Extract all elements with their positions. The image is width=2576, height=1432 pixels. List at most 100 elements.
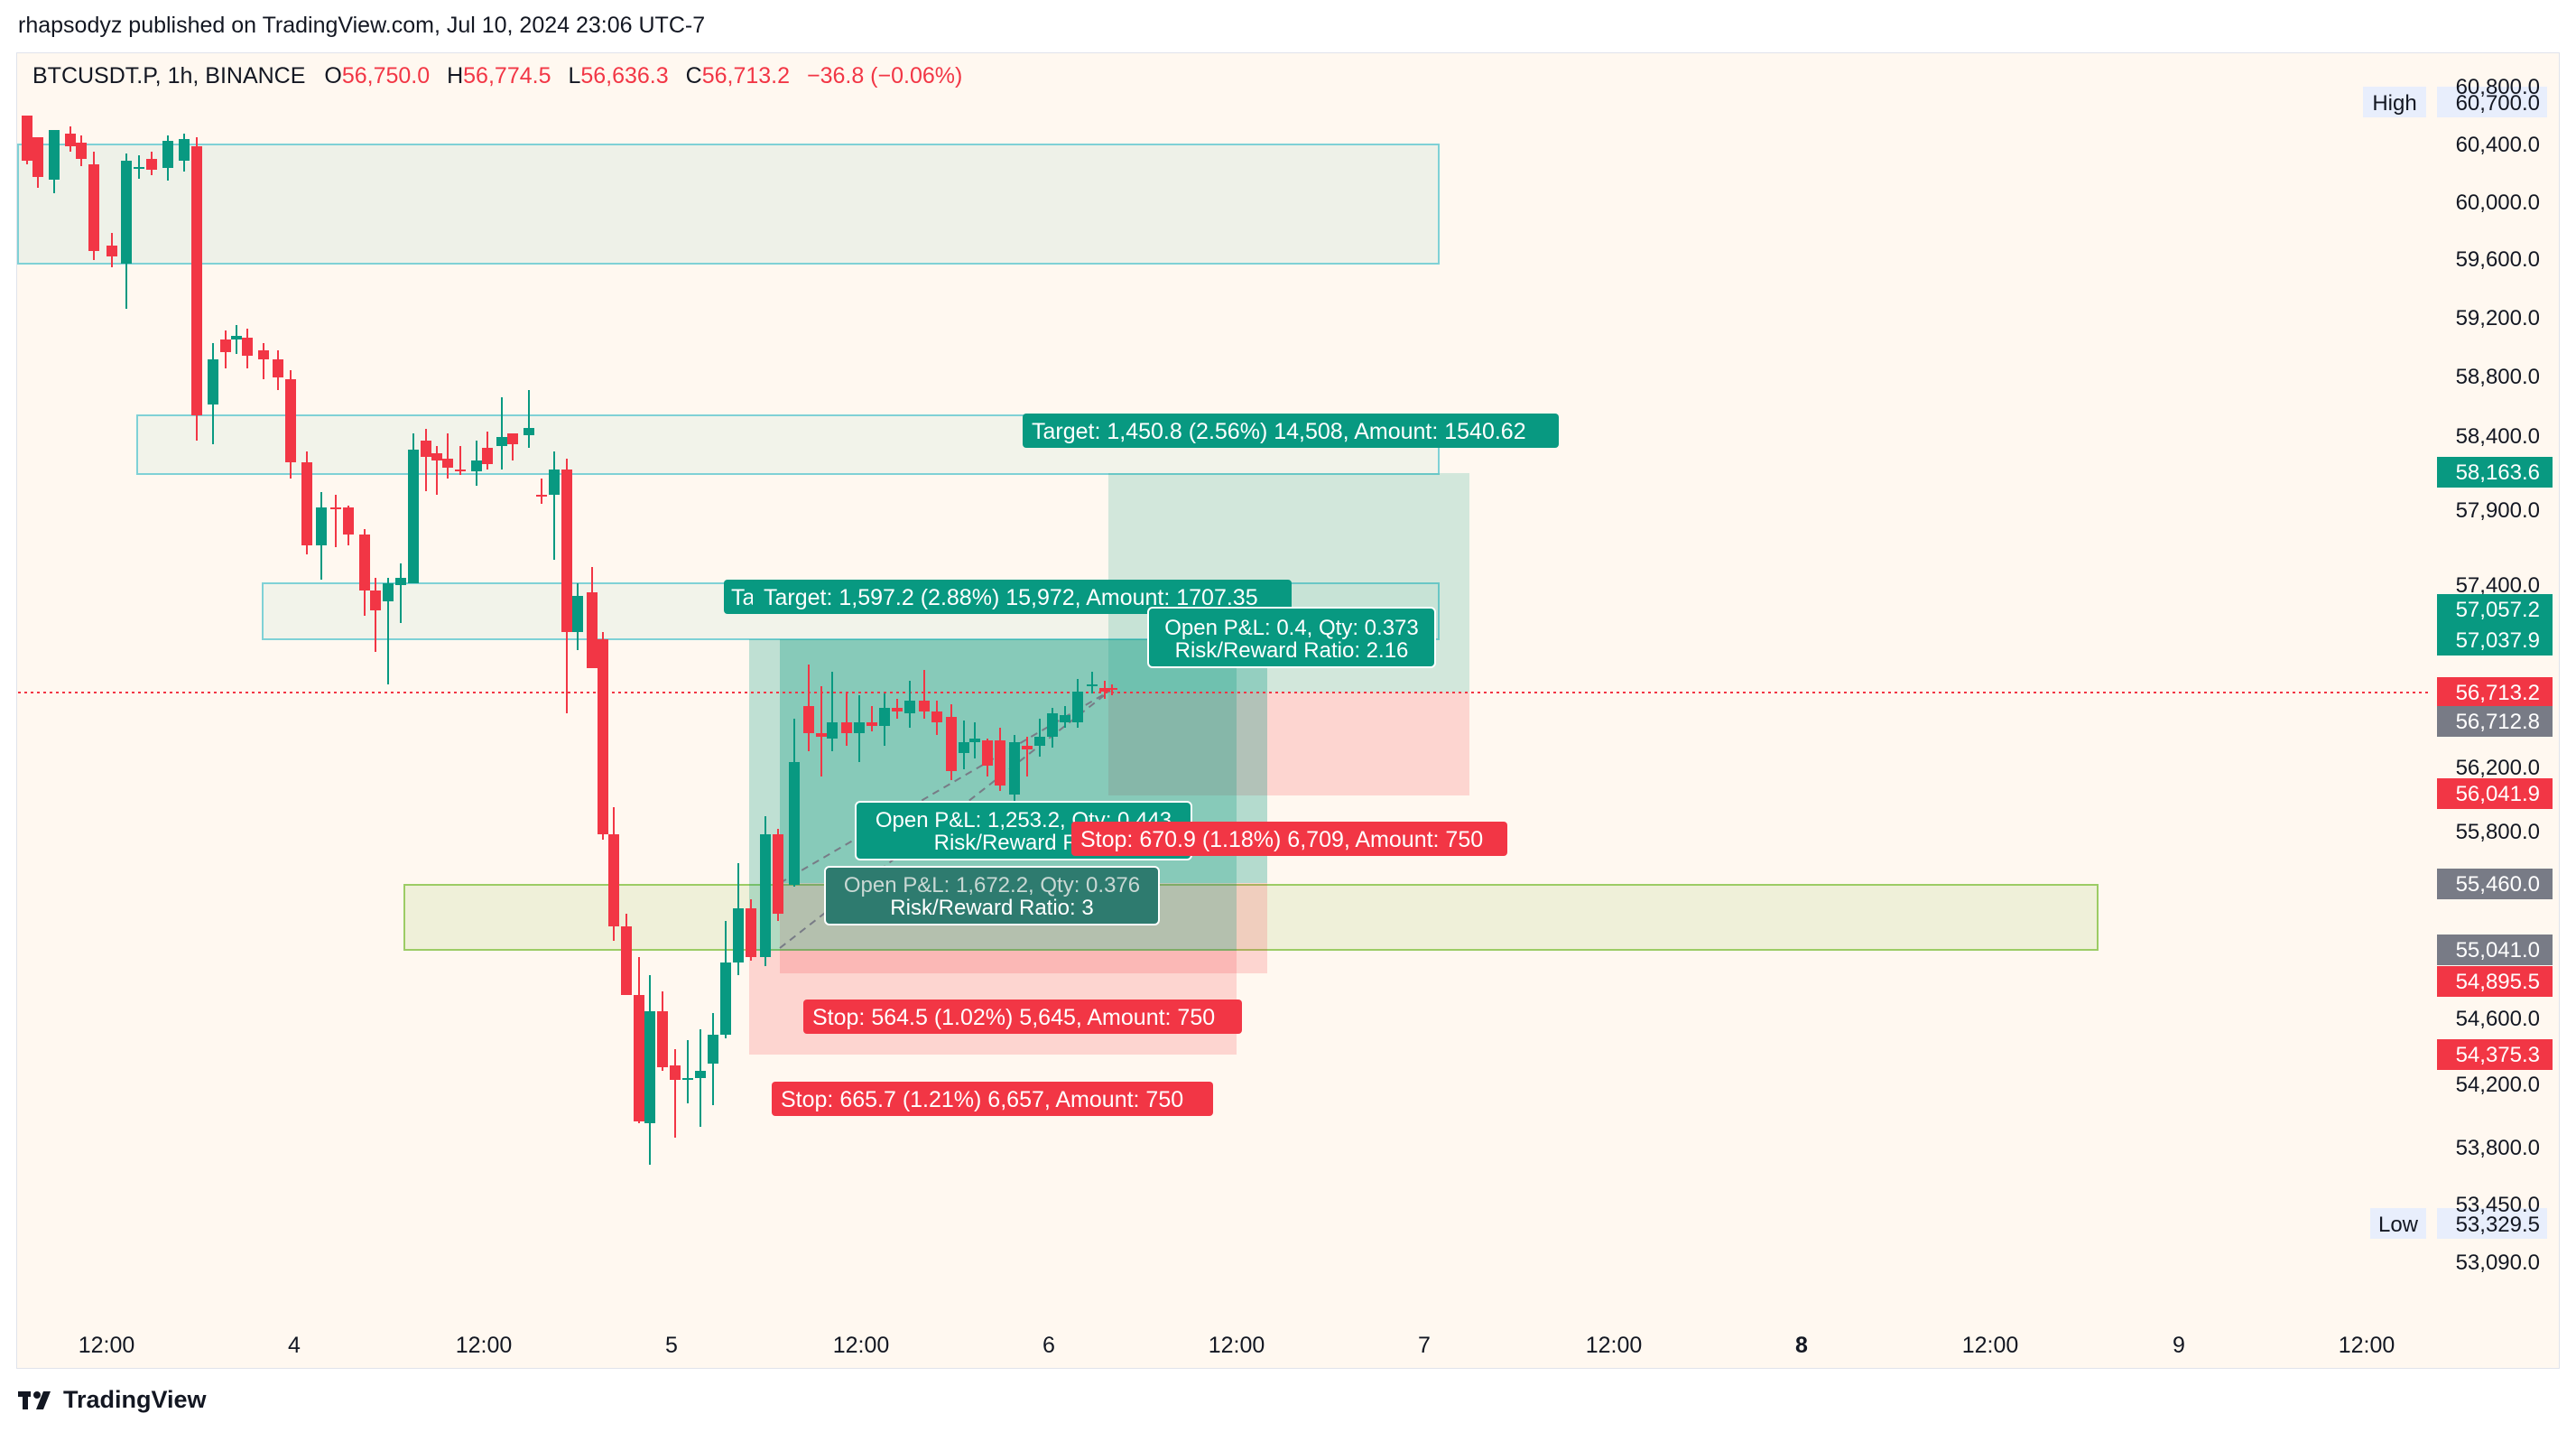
candle [982,739,993,776]
time-tick-label: 5 [665,1333,678,1358]
stop-label-2[interactable]: Stop: 564.5 (1.02%) 5,645, Amount: 750 [803,1000,1242,1034]
price-badge: 54,375.3 [2437,1039,2553,1070]
time-tick-label: 12:00 [833,1333,890,1358]
candle [931,701,942,735]
candle [773,829,783,921]
price-badge: 54,895.5 [2437,966,2553,997]
price-tick-label: 53,090.0 [2456,1251,2540,1275]
candle [146,152,157,175]
price-tick-label: 60,000.0 [2456,191,2540,215]
candle [330,495,341,547]
zone-rect-green[interactable] [403,884,2099,951]
target-label-1[interactable]: Target: 1,450.8 (2.56%) 14,508, Amount: … [1023,414,1559,448]
stop-label-2-text: Stop: 564.5 (1.02%) 5,645, Amount: 750 [812,1005,1215,1030]
candle [383,578,394,684]
pnl-label-3-line1: Open P&L: 1,672.2, Qty: 0.376 [844,873,1140,897]
candle [904,681,915,728]
low-value: 53,329.5 [2456,1213,2540,1237]
candle [179,134,190,172]
candle [359,529,370,616]
price-axis[interactable]: High 60,700.0 Low 53,329.5 60,800.0 60,40… [2363,75,2553,1275]
candle [816,686,827,776]
candle [316,492,327,580]
candle [242,329,253,368]
candle [107,233,117,267]
candle [946,704,957,780]
price-badge: 56,712.8 [2437,706,2553,737]
price-tick-label: 59,200.0 [2456,306,2540,330]
candle [549,451,560,560]
candle [634,957,644,1123]
candle [587,567,598,668]
candle [408,433,419,583]
candle [536,479,547,504]
price-badge-label: 55,460.0 [2456,872,2540,897]
candle [455,446,466,475]
stop-label-1[interactable]: Stop: 670.9 (1.18%) 6,709, Amount: 750 [1071,822,1507,856]
price-tick-label: 53,800.0 [2456,1136,2540,1160]
candle [892,699,903,719]
chart-frame[interactable] [16,52,2560,1369]
price-badge-label: 54,895.5 [2456,970,2540,994]
time-axis[interactable]: 12:00 4 12:00 5 12:00 6 12:00 7 12:00 8 12:00 9 12:0… [79,1333,2395,1358]
price-badge-label: 57,057.2 [2456,598,2540,622]
candle [285,370,296,479]
time-tick-label: 6 [1042,1333,1055,1358]
candle [395,563,406,623]
tradingview-logo-icon [18,1390,51,1409]
candle [720,921,731,1038]
candle [231,325,242,354]
price-badge: 56,041.9 [2437,778,2553,809]
pnl-label-3-line2: Risk/Reward Ratio: 3 [890,896,1093,920]
candle [879,693,890,746]
loss-zone-1[interactable] [1108,693,1469,795]
pnl-label-1-line2: Risk/Reward Ratio: 2.16 [1175,638,1409,663]
pnl-label-1[interactable]: Open P&L: 0.4, Qty: 0.373 Risk/Reward Ra… [1147,607,1436,668]
price-badge: 55,460.0 [2437,869,2553,899]
time-tick-label: 8 [1795,1333,1808,1358]
candle [220,330,231,368]
price-tick-label: 60,800.0 [2456,75,2540,99]
high-value: 60,700.0 [2456,91,2540,116]
open-label: O [324,63,342,88]
candle [746,899,756,961]
candle [1072,679,1083,728]
stop-label-3[interactable]: Stop: 665.7 (1.21%) 6,657, Amount: 750 [772,1082,1213,1116]
candle [866,706,877,731]
price-tick-label: 54,200.0 [2456,1073,2540,1097]
price-badge-label: 56,041.9 [2456,782,2540,806]
price-badge: 57,037.9 [2437,625,2553,656]
pnl-label-3[interactable]: Open P&L: 1,672.2, Qty: 0.376 Risk/Rewar… [824,866,1160,925]
candle [1022,737,1033,776]
candle [442,433,453,479]
price-tick-label: 55,800.0 [2456,820,2540,844]
high-value: 56,774.5 [463,63,551,88]
candle [88,152,99,260]
candle [827,672,838,751]
time-tick-label: 7 [1418,1333,1431,1358]
high-marker: High 60,700.0 [2363,87,2547,117]
long-position-tools[interactable] [749,473,1469,1055]
price-badge: 57,057.2 [2437,594,2553,625]
candle [561,459,572,713]
candle [32,137,43,188]
candlestick-series[interactable] [22,116,1117,1165]
price-badge-label: 56,712.8 [2456,710,2540,734]
candle [121,153,132,309]
candle [258,343,269,379]
candle [1107,684,1117,695]
tradingview-brand[interactable]: TradingView [18,1386,207,1414]
brand-name: TradingView [63,1386,207,1413]
symbol-legend[interactable]: BTCUSDT.P, 1h, BINANCE O56,750.0 H56,774… [32,63,973,89]
candle [191,137,202,441]
target-label-2[interactable]: Ta Target: 1,597.2 (2.88%) 15,972, Amoun… [724,580,1292,614]
price-badge: 58,163.6 [2437,457,2553,488]
price-tick-label: 60,400.0 [2456,133,2540,157]
stop-label-1-text: Stop: 670.9 (1.18%) 6,709, Amount: 750 [1080,827,1483,852]
zone-rect-top[interactable] [17,144,1440,265]
high-label: H [447,63,464,88]
position-labels[interactable]: Target: 1,450.8 (2.56%) 14,508, Amount: … [724,414,1559,1116]
low-label: Low [2378,1213,2419,1237]
symbol-name[interactable]: BTCUSDT.P, 1h, BINANCE [32,63,306,88]
